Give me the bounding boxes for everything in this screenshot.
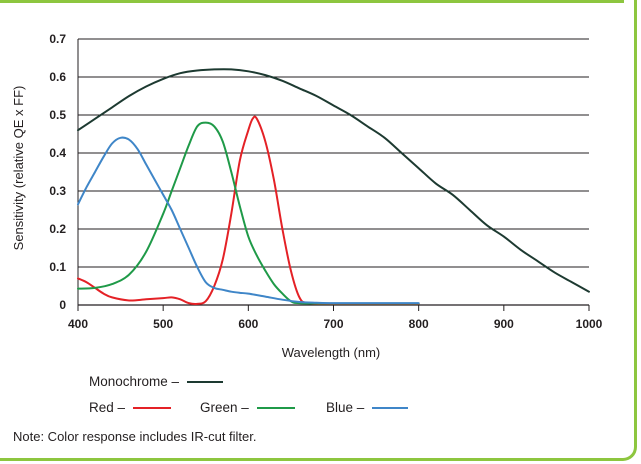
x-tick-label-4: 800 [409,317,429,331]
x-tick-label-5: 900 [494,317,514,331]
x-tick-label-3: 700 [323,317,343,331]
x-tick-labels: 400 500 600 700 800 900 1000 [68,317,603,331]
series-line-red [77,115,420,305]
x-tick-label-2: 600 [238,317,258,331]
y-tick-labels: 0 0.1 0.2 0.3 0.4 0.5 0.6 0.7 [49,32,66,312]
y-tick-label-7: 0.7 [49,32,66,46]
footnote: Note: Color response includes IR-cut fil… [13,429,257,444]
x-tick-label-1: 500 [153,317,173,331]
sensitivity-chart: 400 500 600 700 800 900 1000 00.10.20.30.40.50… [11,32,603,360]
y-tick-label-0: 0 [59,298,66,312]
x-tick-label-6: 1000 [576,317,603,331]
y-tick-label-2: 0.2 [49,222,66,236]
x-tick-label-0: 400 [68,317,88,331]
axes [77,39,590,311]
y-tick-label-4: 0.4 [49,146,66,160]
frame-top-border [0,0,624,3]
series-line-blue [77,136,420,305]
series-line-monochrome [77,68,590,293]
y-tick-label-3: 0.3 [49,184,66,198]
series-line-green [77,121,420,305]
y-tick-label-1: 0.1 [49,260,66,274]
data-series [77,68,590,305]
y-tick-label-5: 0.5 [49,108,66,122]
grid-lines [78,38,589,268]
y-tick-label-6: 0.6 [49,70,66,84]
y-axis-label: Sensitivity (relative QE x FF) [11,86,26,251]
x-axis-label: Wavelength (nm) [282,345,381,360]
